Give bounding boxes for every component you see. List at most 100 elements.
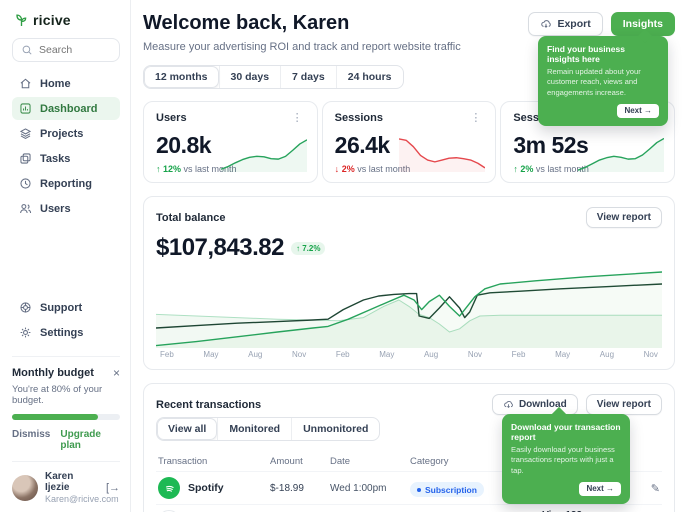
col-date: Date: [330, 456, 351, 467]
main-content: Welcome back, Karen Measure your adverti…: [131, 0, 688, 512]
download-label: Download: [518, 399, 567, 410]
stat-card-session-duration: Session duration ⋮ 3m 52s ↑ 2% vs last m…: [500, 101, 676, 183]
kebab-menu-icon[interactable]: ⋮: [470, 112, 482, 124]
sidebar-item-support[interactable]: Support: [12, 296, 120, 319]
budget-progress-track: [12, 414, 120, 420]
download-tooltip: Download your transaction report Easily …: [502, 414, 630, 504]
users-icon: [20, 204, 32, 214]
tab-30-days[interactable]: 30 days: [218, 66, 281, 88]
stat-card-sessions: Sessions ⋮ 26.4k ↓ 2% vs last month: [321, 101, 497, 183]
brand-name: ricive: [33, 12, 71, 28]
stat-change: ↓ 2% vs last month: [334, 164, 411, 174]
next-button[interactable]: Next →: [617, 103, 659, 118]
duration-sparkline-chart: [578, 126, 665, 172]
sidebar-item-dashboard[interactable]: Dashboard: [12, 97, 120, 120]
tasks-icon: [20, 153, 31, 164]
balance-change-badge: ↑ 7.2%: [290, 241, 326, 255]
sidebar-item-label: Settings: [40, 326, 84, 339]
brand-logo: ricive: [14, 12, 120, 28]
sidebar-item-settings[interactable]: Settings: [12, 321, 120, 344]
logout-icon[interactable]: [→: [105, 481, 120, 494]
close-icon[interactable]: ×: [112, 366, 120, 380]
transaction-name: Spotify: [188, 482, 224, 494]
balance-line-chart: [156, 268, 662, 348]
tab-12-months[interactable]: 12 months: [144, 66, 219, 88]
search-box[interactable]: [12, 38, 120, 62]
x-axis-tick-label: Aug: [599, 350, 615, 359]
reporting-icon: [20, 178, 31, 189]
tooltip-body: Easily download your business transactio…: [511, 445, 615, 475]
user-account-row[interactable]: Karen Ijezie Karen@ricive.com [→: [12, 461, 120, 504]
x-axis-tick-label: Feb: [335, 350, 350, 359]
dismiss-button[interactable]: Dismiss: [12, 429, 51, 440]
tab-monitored[interactable]: Monitored: [217, 418, 291, 440]
user-email: Karen@ricive.com: [45, 494, 119, 504]
sidebar-item-label: Home: [40, 77, 71, 90]
category-badge: Subscription: [410, 482, 484, 498]
sidebar-item-label: Projects: [40, 127, 84, 140]
sidebar-item-label: Reporting: [40, 177, 92, 190]
tooltip-body: Remain updated about your customer reach…: [547, 67, 641, 97]
recent-transactions-panel: Recent transactions Download View report…: [143, 383, 675, 512]
budget-title: Monthly budget: [12, 367, 94, 379]
x-axis-tick-label: Aug: [423, 350, 439, 359]
avatar: [12, 474, 38, 501]
users-sparkline-chart: [220, 126, 307, 172]
x-axis-tick-label: May: [203, 350, 219, 359]
search-icon: [22, 45, 32, 55]
period-tabs: 12 months 30 days 7 days 24 hours: [143, 65, 404, 89]
edit-icon[interactable]: ✎: [650, 482, 660, 495]
next-button[interactable]: Next →: [579, 481, 621, 496]
x-axis-tick-label: Aug: [248, 350, 263, 359]
stat-value: 26.4k: [334, 132, 391, 158]
tab-7-days[interactable]: 7 days: [280, 66, 336, 88]
stat-change: ↑ 2% vs last month: [513, 164, 589, 174]
x-axis-tick-label: Feb: [511, 350, 526, 359]
kebab-menu-icon[interactable]: ⋮: [291, 112, 303, 124]
cloud-export-icon: [541, 20, 552, 28]
home-icon: [20, 78, 31, 89]
transactions-title: Recent transactions: [156, 398, 262, 411]
user-name: Karen Ijezie: [45, 471, 74, 493]
stat-value: 20.8k: [156, 132, 212, 158]
search-input[interactable]: [39, 44, 109, 56]
dashboard-icon: [20, 103, 31, 114]
sessions-sparkline-chart: [399, 126, 486, 172]
tooltip-title: Download your transaction report: [511, 422, 621, 442]
tab-24-hours[interactable]: 24 hours: [335, 66, 403, 88]
upgrade-plan-button[interactable]: Upgrade plan: [60, 429, 101, 451]
page-title: Welcome back, Karen: [143, 12, 350, 34]
stats-row: Users ⋮ 20.8k ↑ 12% vs last month Sessio…: [143, 101, 676, 183]
view-report-button[interactable]: View report: [585, 394, 662, 415]
tab-view-all[interactable]: View all: [157, 418, 217, 440]
x-axis-tick-label: May: [555, 350, 571, 359]
budget-message: You're at 80% of your budget.: [12, 384, 103, 406]
export-label: Export: [557, 18, 591, 30]
view-report-button[interactable]: View report: [585, 207, 662, 228]
x-axis-tick-label: Nov: [643, 350, 658, 359]
x-axis-tick-label: Nov: [467, 350, 483, 359]
sidebar-item-label: Users: [40, 202, 71, 215]
sidebar-item-label: Tasks: [40, 152, 71, 165]
balance-title: Total balance: [156, 211, 226, 224]
layers-icon: [19, 128, 32, 140]
cloud-download-icon: [504, 400, 513, 409]
sidebar-item-home[interactable]: Home: [12, 72, 120, 95]
col-transaction: Transaction: [158, 456, 208, 467]
sidebar-item-tasks[interactable]: Tasks: [12, 147, 120, 170]
x-axis-tick-label: Feb: [160, 350, 174, 359]
stat-card-users: Users ⋮ 20.8k ↑ 12% vs last month: [143, 101, 318, 183]
sidebar-item-users[interactable]: Users: [12, 197, 120, 220]
sidebar-item-reporting[interactable]: Reporting: [12, 172, 120, 195]
table-row[interactable]: AC A Coffee $-4.50 Wed 7:20am Food and d…: [156, 504, 662, 512]
transaction-date: Wed 1:00pm: [330, 482, 387, 494]
sidebar-item-label: Dashboard: [40, 102, 98, 115]
page-subtitle: Measure your advertising ROI and track a…: [143, 41, 461, 53]
x-axis-tick-label: Nov: [291, 350, 307, 359]
gear-icon: [20, 327, 31, 338]
tab-unmonitored[interactable]: Unmonitored: [291, 418, 379, 440]
export-button[interactable]: Export: [528, 12, 603, 36]
x-axis-tick-label: May: [379, 350, 395, 359]
stat-change: ↑ 12% vs last month: [156, 164, 237, 174]
sidebar-item-projects[interactable]: Projects: [12, 122, 120, 145]
